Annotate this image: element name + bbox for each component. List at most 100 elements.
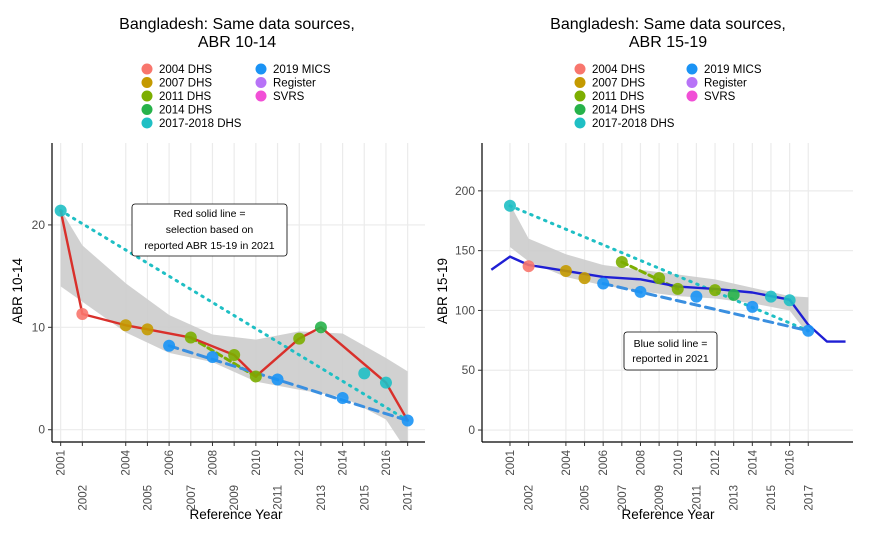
x-tick-label: 2014 — [338, 449, 350, 475]
chart-subtitle: ABR 15-19 — [629, 34, 707, 51]
data-point-2017-2018-dhs — [503, 199, 516, 212]
legend-label: 2017-2018 DHS — [592, 118, 675, 130]
data-point-2004-dhs — [76, 308, 89, 321]
chart-title: Bangladesh: Same data sources, — [550, 16, 786, 33]
data-point-2019-mics — [271, 373, 284, 386]
legend-key-2019-mics — [686, 63, 698, 75]
y-tick-label: 0 — [38, 423, 45, 437]
panel-abr-10-14: Bangladesh: Same data sources, ABR 10-14… — [10, 16, 425, 522]
legend-label: 2007 DHS — [159, 78, 212, 90]
y-axis-title: ABR 15-19 — [435, 258, 450, 324]
legend-label: Register — [273, 78, 316, 90]
x-tick-label: 2004 — [561, 449, 573, 475]
x-tick-label: 2009 — [654, 485, 666, 511]
y-tick-label: 10 — [32, 320, 46, 334]
x-tick-label: 2013 — [316, 485, 328, 511]
confidence-band — [60, 209, 408, 442]
data-point-2019-mics — [597, 277, 610, 290]
data-point-2014-dhs — [314, 321, 327, 334]
data-points — [503, 199, 815, 337]
x-tick-label: 2001 — [505, 450, 517, 476]
x-tick-label: 2014 — [747, 449, 759, 475]
legend-key-svrs — [686, 90, 698, 102]
x-tick-label: 2015 — [359, 485, 371, 511]
x-tick-label: 2005 — [580, 485, 592, 511]
x-tick-label: 2011 — [691, 485, 703, 510]
data-point-2007-dhs — [559, 264, 572, 277]
data-point-2019-mics — [634, 285, 647, 298]
annotation-text: Blue solid line = — [634, 338, 708, 350]
data-point-2011-dhs — [709, 284, 722, 297]
legend-key-2011-dhs — [574, 90, 586, 102]
trend-line-2019-mics — [167, 344, 410, 422]
legend-key-2007-dhs — [141, 77, 153, 88]
y-axis-title: ABR 10-14 — [10, 257, 25, 324]
legend-label: SVRS — [273, 91, 305, 103]
legend-key-svrs — [255, 90, 267, 102]
data-point-2017-2018-dhs — [358, 367, 371, 380]
legend-label: 2019 MICS — [704, 64, 762, 76]
x-axis-title: Reference Year — [189, 507, 283, 522]
legend-key-2004-dhs — [141, 63, 153, 75]
legend-key-2011-dhs — [141, 90, 153, 102]
x-tick-label: 2001 — [56, 450, 68, 476]
panel-abr-15-19: Bangladesh: Same data sources, ABR 15-19… — [435, 16, 853, 522]
x-tick-label: 2005 — [142, 485, 154, 511]
x-tick-label: 2012 — [710, 450, 722, 476]
data-point-2004-dhs — [522, 260, 535, 273]
x-tick-label: 2012 — [294, 450, 306, 476]
legend-label: 2014 DHS — [592, 105, 645, 117]
legend-key-2017-2018-dhs — [141, 117, 153, 129]
data-point-2019-mics — [401, 414, 414, 427]
data-point-2011-dhs — [615, 256, 628, 269]
x-tick-label: 2007 — [186, 485, 198, 511]
data-point-2019-mics — [746, 300, 759, 313]
x-tick-label: 2017 — [803, 485, 815, 511]
data-point-2014-dhs — [727, 288, 740, 301]
y-tick-label: 100 — [455, 303, 475, 317]
x-tick-label: 2007 — [617, 485, 629, 511]
annotation: Red solid line = selection based on report… — [131, 203, 288, 257]
data-point-2011-dhs — [184, 331, 197, 344]
x-tick-label: 2017 — [403, 485, 415, 511]
data-point-2011-dhs — [249, 370, 262, 383]
data-point-2017-2018-dhs — [783, 294, 796, 307]
data-point-2017-2018-dhs — [764, 290, 777, 303]
data-point-2019-mics — [163, 339, 176, 352]
data-point-2011-dhs — [293, 332, 306, 345]
x-tick-label: 2013 — [729, 485, 741, 511]
legend-label: 2011 DHS — [592, 91, 645, 103]
legend-label: SVRS — [704, 91, 736, 103]
data-point-2011-dhs — [228, 348, 241, 361]
data-point-2007-dhs — [119, 319, 132, 332]
annotation-box — [131, 203, 288, 257]
legend-key-2014-dhs — [574, 104, 586, 115]
data-points — [54, 204, 414, 427]
legend-key-2014-dhs — [141, 104, 153, 115]
legend-key-register — [686, 77, 698, 88]
data-point-2017-2018-dhs — [54, 204, 67, 217]
legend-label: 2011 DHS — [159, 91, 212, 103]
data-point-2007-dhs — [578, 272, 591, 285]
legend-label: Register — [704, 78, 747, 90]
data-point-2007-dhs — [141, 323, 154, 336]
x-tick-label: 2010 — [251, 450, 263, 476]
trend-line-2017-2018-dhs — [59, 209, 410, 422]
annotation-text: Red solid line = — [173, 208, 245, 220]
x-tick-label: 2010 — [673, 450, 685, 476]
legend-label: 2017-2018 DHS — [159, 118, 242, 130]
trend-line-2017-2018-dhs — [508, 204, 810, 333]
plot-area — [59, 209, 410, 442]
legend-label: 2004 DHS — [159, 64, 212, 76]
annotation-box — [623, 331, 718, 371]
legend-key-2007-dhs — [574, 77, 586, 88]
data-point-2019-mics — [690, 290, 703, 303]
legend-key-2017-2018-dhs — [574, 117, 586, 129]
x-tick-label: 2006 — [164, 450, 176, 476]
y-tick-label: 0 — [468, 423, 475, 437]
x-tick-label: 2009 — [229, 485, 241, 511]
annotation-text: selection based on — [166, 224, 254, 236]
